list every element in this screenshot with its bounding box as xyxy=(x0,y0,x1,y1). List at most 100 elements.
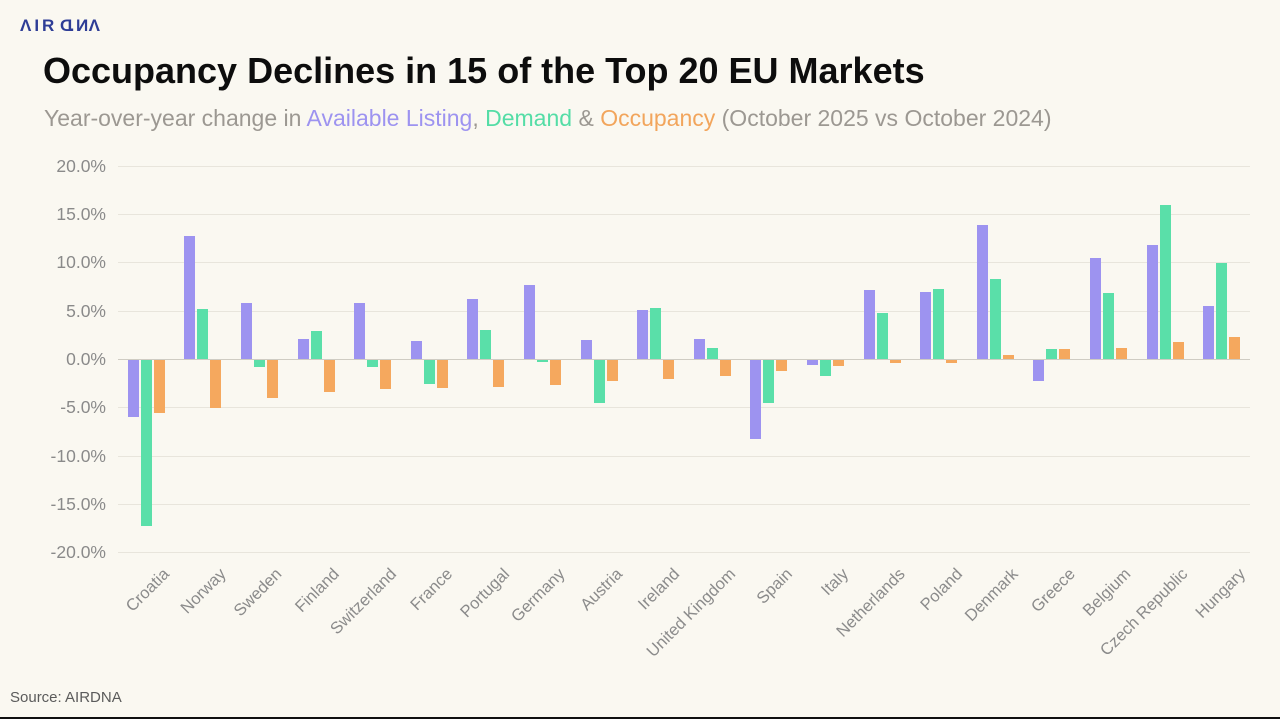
zero-axis-line xyxy=(118,359,1250,360)
bar-available-listing xyxy=(411,341,422,359)
y-tick-label: 20.0% xyxy=(56,156,106,176)
subtitle-prefix: Year-over-year change in xyxy=(44,105,307,131)
bar-available-listing xyxy=(241,303,252,359)
logo-text-end: Λ xyxy=(88,16,103,35)
bar-occupancy xyxy=(267,360,278,398)
x-axis-label: France xyxy=(406,565,456,615)
logo-reversed-d: D xyxy=(57,16,73,35)
bar-available-listing xyxy=(637,310,648,359)
bar-available-listing xyxy=(1147,245,1158,359)
bar-available-listing xyxy=(581,340,592,359)
y-tick-label: 15.0% xyxy=(56,204,106,224)
bar-occupancy xyxy=(437,360,448,388)
x-axis-label: Norway xyxy=(177,565,230,618)
bar-available-listing xyxy=(864,290,875,359)
bar-occupancy xyxy=(154,360,165,413)
bar-demand xyxy=(254,360,265,367)
y-tick-label: -20.0% xyxy=(50,542,106,562)
bar-occupancy xyxy=(890,360,901,363)
bar-available-listing xyxy=(128,360,139,417)
y-tick-label: -15.0% xyxy=(50,494,106,514)
bar-demand xyxy=(707,348,718,359)
bar-occupancy xyxy=(380,360,391,389)
bar-occupancy xyxy=(1116,348,1127,359)
x-axis-label: Poland xyxy=(916,565,966,615)
bar-available-listing xyxy=(920,292,931,359)
bar-demand xyxy=(537,360,548,362)
airdna-logo: ΛIRD.NΛ xyxy=(20,16,103,36)
bar-demand xyxy=(594,360,605,403)
x-axis-label: Sweden xyxy=(230,565,286,620)
bar-available-listing xyxy=(184,236,195,359)
x-axis-label: Italy xyxy=(817,565,852,600)
bar-available-listing xyxy=(977,225,988,359)
chart-title: Occupancy Declines in 15 of the Top 20 E… xyxy=(43,50,925,91)
subtitle-comma: , xyxy=(472,105,486,131)
bar-demand xyxy=(820,360,831,376)
bar-available-listing xyxy=(354,303,365,359)
bar-occupancy xyxy=(663,360,674,379)
x-axis-label: Austria xyxy=(576,565,626,615)
bar-occupancy xyxy=(1173,342,1184,359)
y-tick-label: -5.0% xyxy=(60,397,106,417)
bar-occupancy xyxy=(1003,355,1014,359)
subtitle-ampersand: & xyxy=(572,105,601,131)
bar-occupancy xyxy=(607,360,618,381)
bar-demand xyxy=(141,360,152,526)
gridline xyxy=(118,262,1250,263)
bar-occupancy xyxy=(720,360,731,376)
bottom-border xyxy=(0,717,1280,719)
bar-available-listing xyxy=(1090,258,1101,359)
bar-demand xyxy=(933,289,944,359)
bar-occupancy xyxy=(1229,337,1240,359)
logo-dot: . xyxy=(69,16,75,35)
bar-demand xyxy=(763,360,774,403)
x-axis-label: Greece xyxy=(1027,565,1079,616)
bar-demand xyxy=(877,313,888,359)
bar-occupancy xyxy=(1059,349,1070,359)
logo-reversed-n: N xyxy=(73,16,89,35)
bar-occupancy xyxy=(210,360,221,408)
bar-demand xyxy=(480,330,491,359)
bar-available-listing xyxy=(1203,306,1214,359)
subtitle-suffix: (October 2025 vs October 2024) xyxy=(715,105,1052,131)
bar-available-listing xyxy=(467,299,478,359)
bar-demand xyxy=(311,331,322,359)
bar-demand xyxy=(1103,293,1114,359)
bar-occupancy xyxy=(946,360,957,363)
bar-demand xyxy=(1046,349,1057,359)
bar-demand xyxy=(650,308,661,359)
bar-available-listing xyxy=(524,285,535,359)
bar-occupancy xyxy=(550,360,561,385)
bar-occupancy xyxy=(776,360,787,371)
source-note: Source: AIRDNA xyxy=(10,689,122,706)
x-axis-label: Ireland xyxy=(634,565,683,614)
bar-available-listing xyxy=(807,360,818,365)
y-tick-label: 0.0% xyxy=(66,349,106,369)
bar-demand xyxy=(424,360,435,384)
x-axis-label: Portugal xyxy=(456,565,513,622)
bar-demand xyxy=(367,360,378,367)
bar-demand xyxy=(990,279,1001,359)
legend-available-listing: Available Listing xyxy=(306,105,473,131)
gridline xyxy=(118,552,1250,553)
x-axis-label: Denmark xyxy=(961,565,1022,626)
x-axis-label: Spain xyxy=(753,565,796,608)
bar-available-listing xyxy=(298,339,309,359)
gridline xyxy=(118,214,1250,215)
bar-occupancy xyxy=(493,360,504,387)
x-axis-label: Belgium xyxy=(1079,565,1135,620)
bar-available-listing xyxy=(1033,360,1044,381)
bar-available-listing xyxy=(750,360,761,439)
logo-text: ΛIR xyxy=(20,16,58,35)
bar-available-listing xyxy=(694,339,705,359)
gridline xyxy=(118,311,1250,312)
x-axis-label: Croatia xyxy=(122,565,173,616)
x-axis-label: Germany xyxy=(508,565,569,626)
gridline xyxy=(118,407,1250,408)
bar-demand xyxy=(197,309,208,359)
y-tick-label: 5.0% xyxy=(66,301,106,321)
bar-occupancy xyxy=(324,360,335,392)
gridline xyxy=(118,456,1250,457)
